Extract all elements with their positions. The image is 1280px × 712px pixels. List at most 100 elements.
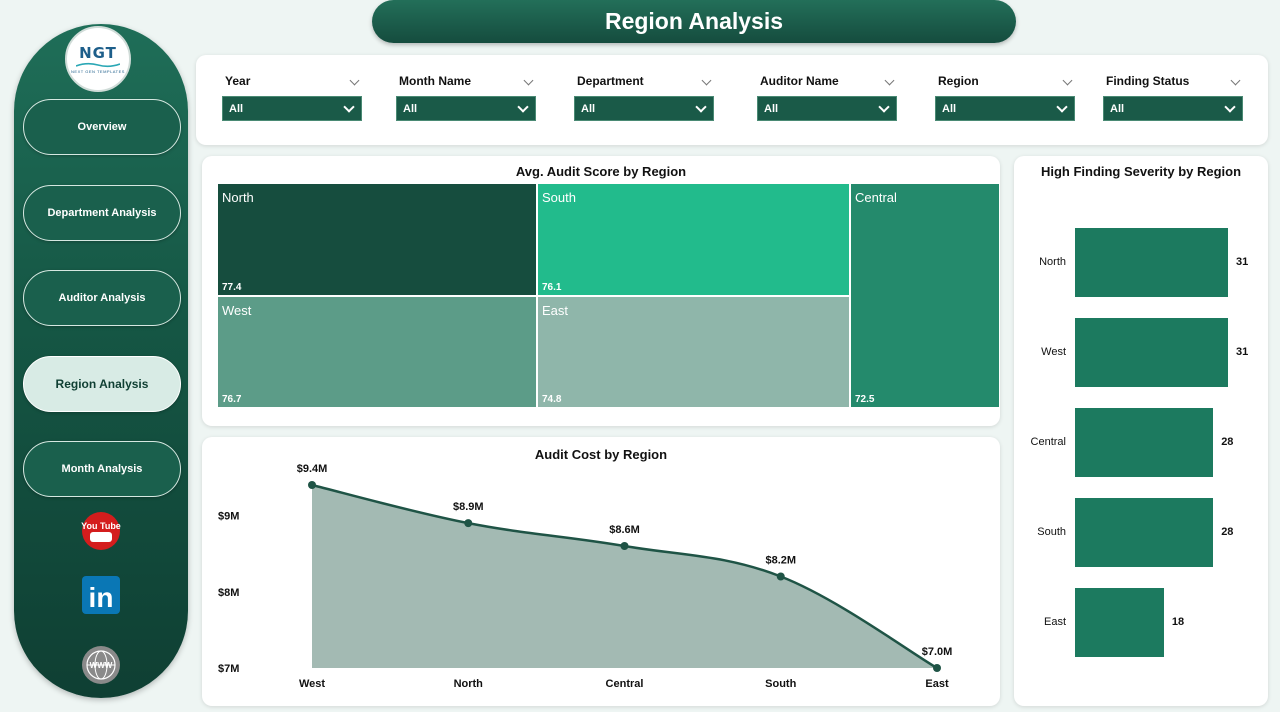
chevron-down-icon[interactable] — [701, 75, 712, 86]
region-dropdown[interactable]: All — [935, 96, 1075, 121]
severity-bar-east[interactable] — [1075, 588, 1164, 657]
x-tick-label: South — [765, 678, 796, 690]
page-title-bar: Region Analysis — [372, 0, 1016, 43]
finding-status-dropdown[interactable]: All — [1103, 96, 1243, 121]
x-tick-label: East — [925, 678, 949, 690]
severity-bar-value: 28 — [1221, 435, 1234, 448]
dropdown-value: All — [229, 103, 244, 115]
tile-name: Central — [855, 190, 897, 205]
filter-label: Region — [938, 74, 979, 88]
data-label: $8.9M — [453, 501, 484, 513]
chevron-down-icon[interactable] — [1062, 75, 1073, 86]
linkedin-icon-text: in — [89, 582, 114, 613]
treemap-tile-south[interactable]: South 76.1 — [537, 183, 850, 296]
filter-month-name: Month Name All — [396, 71, 536, 121]
chevron-down-icon[interactable] — [349, 75, 360, 86]
y-tick-label: $8M — [218, 587, 239, 599]
area-point-east[interactable] — [933, 664, 941, 672]
tile-value: 76.1 — [542, 282, 562, 293]
severity-bar-label: West — [1041, 345, 1066, 358]
logo-text: NGT — [79, 44, 117, 62]
filter-label: Month Name — [399, 74, 471, 88]
web-icon-text: WWW — [90, 661, 113, 670]
youtube-icon-text: You Tube — [81, 521, 121, 531]
chevron-down-icon[interactable] — [1230, 75, 1241, 86]
filter-auditor-name: Auditor Name All — [757, 71, 897, 121]
dropdown-value: All — [942, 103, 957, 115]
avg-audit-score-panel: Avg. Audit Score by Region North 77.4 So… — [202, 156, 1000, 426]
chevron-down-icon[interactable] — [884, 75, 895, 86]
severity-bar-label: East — [1043, 615, 1066, 628]
youtube-icon[interactable]: You Tube — [81, 511, 121, 551]
linkedin-icon[interactable]: in — [81, 575, 121, 615]
severity-bar-south[interactable] — [1075, 498, 1214, 567]
severity-bar-north[interactable] — [1075, 228, 1228, 297]
tile-value: 74.8 — [542, 394, 562, 405]
web-globe-icon[interactable]: WWW — [81, 645, 121, 685]
dropdown-value: All — [764, 103, 779, 115]
audit-cost-panel: Audit Cost by Region $9M $8M $7M $9.4M West $… — [202, 437, 1000, 706]
chevron-down-icon — [343, 101, 355, 113]
sidebar: NGT NEXT GEN TEMPLATES Overview Departme… — [14, 24, 188, 698]
tile-name: West — [222, 303, 252, 318]
nav-department-analysis-button[interactable]: Department Analysis — [23, 185, 181, 241]
nav-overview-button[interactable]: Overview — [23, 99, 181, 155]
area-point-south[interactable] — [776, 572, 785, 581]
treemap-tile-west[interactable]: West 76.7 — [217, 296, 537, 408]
x-tick-label: Central — [606, 678, 644, 690]
nav-label: Overview — [77, 121, 127, 133]
chevron-down-icon[interactable] — [523, 75, 534, 86]
area-point-central[interactable] — [620, 542, 629, 550]
nav-auditor-analysis-button[interactable]: Auditor Analysis — [23, 270, 181, 326]
year-dropdown[interactable]: All — [222, 96, 362, 121]
treemap-title: Avg. Audit Score by Region — [515, 164, 687, 179]
tile-value: 72.5 — [855, 394, 875, 405]
nav-region-analysis-button[interactable]: Region Analysis — [23, 356, 181, 412]
y-tick-label: $7M — [218, 663, 239, 675]
auditor-name-dropdown[interactable]: All — [757, 96, 897, 121]
filter-label: Finding Status — [1106, 74, 1190, 88]
treemap-tile-east[interactable]: East 74.8 — [537, 296, 850, 408]
data-label: $8.6M — [609, 524, 640, 536]
tile-name: East — [542, 303, 569, 318]
treemap-tile-north[interactable]: North 77.4 — [217, 183, 537, 296]
x-tick-label: North — [454, 678, 484, 690]
area-fill — [312, 485, 937, 668]
nav-label: Region Analysis — [55, 377, 149, 391]
tile-name: South — [542, 190, 576, 205]
chevron-down-icon — [1224, 101, 1236, 113]
filter-label: Department — [577, 74, 644, 88]
y-tick-label: $9M — [218, 511, 239, 523]
chevron-down-icon — [517, 101, 529, 113]
severity-bar-central[interactable] — [1075, 408, 1214, 477]
area-point-north[interactable] — [464, 519, 473, 528]
nav-label: Department Analysis — [47, 207, 157, 219]
nav-label: Auditor Analysis — [58, 292, 146, 304]
dropdown-value: All — [1110, 103, 1125, 115]
month-name-dropdown[interactable]: All — [396, 96, 536, 121]
filter-finding-status: Finding Status All — [1103, 71, 1243, 121]
company-logo[interactable]: NGT NEXT GEN TEMPLATES — [65, 26, 131, 92]
area-point-west[interactable] — [308, 481, 316, 489]
severity-bar-west[interactable] — [1075, 318, 1228, 387]
treemap-tile-central[interactable]: Central 72.5 — [850, 183, 1000, 408]
severity-bar-value: 28 — [1221, 525, 1234, 538]
filter-label: Auditor Name — [760, 74, 839, 88]
severity-chart-title: High Finding Severity by Region — [1040, 164, 1242, 179]
chevron-down-icon — [1056, 101, 1068, 113]
high-finding-severity-panel: High Finding Severity by Region North 31 W… — [1014, 156, 1268, 706]
chevron-down-icon — [695, 101, 707, 113]
filter-label: Year — [225, 74, 251, 88]
filter-year: Year All — [222, 71, 362, 121]
severity-bar-value: 18 — [1171, 615, 1185, 628]
nav-month-analysis-button[interactable]: Month Analysis — [23, 441, 181, 497]
page-title: Region Analysis — [604, 8, 784, 34]
severity-bar-label: Central — [1030, 435, 1066, 448]
logo-wave-icon — [76, 62, 120, 68]
department-dropdown[interactable]: All — [574, 96, 714, 121]
severity-bar-value: 31 — [1236, 255, 1249, 268]
nav-label: Month Analysis — [61, 463, 143, 475]
tile-name: North — [222, 190, 254, 205]
filter-region: Region All — [935, 71, 1075, 121]
data-label: $8.2M — [765, 555, 796, 567]
